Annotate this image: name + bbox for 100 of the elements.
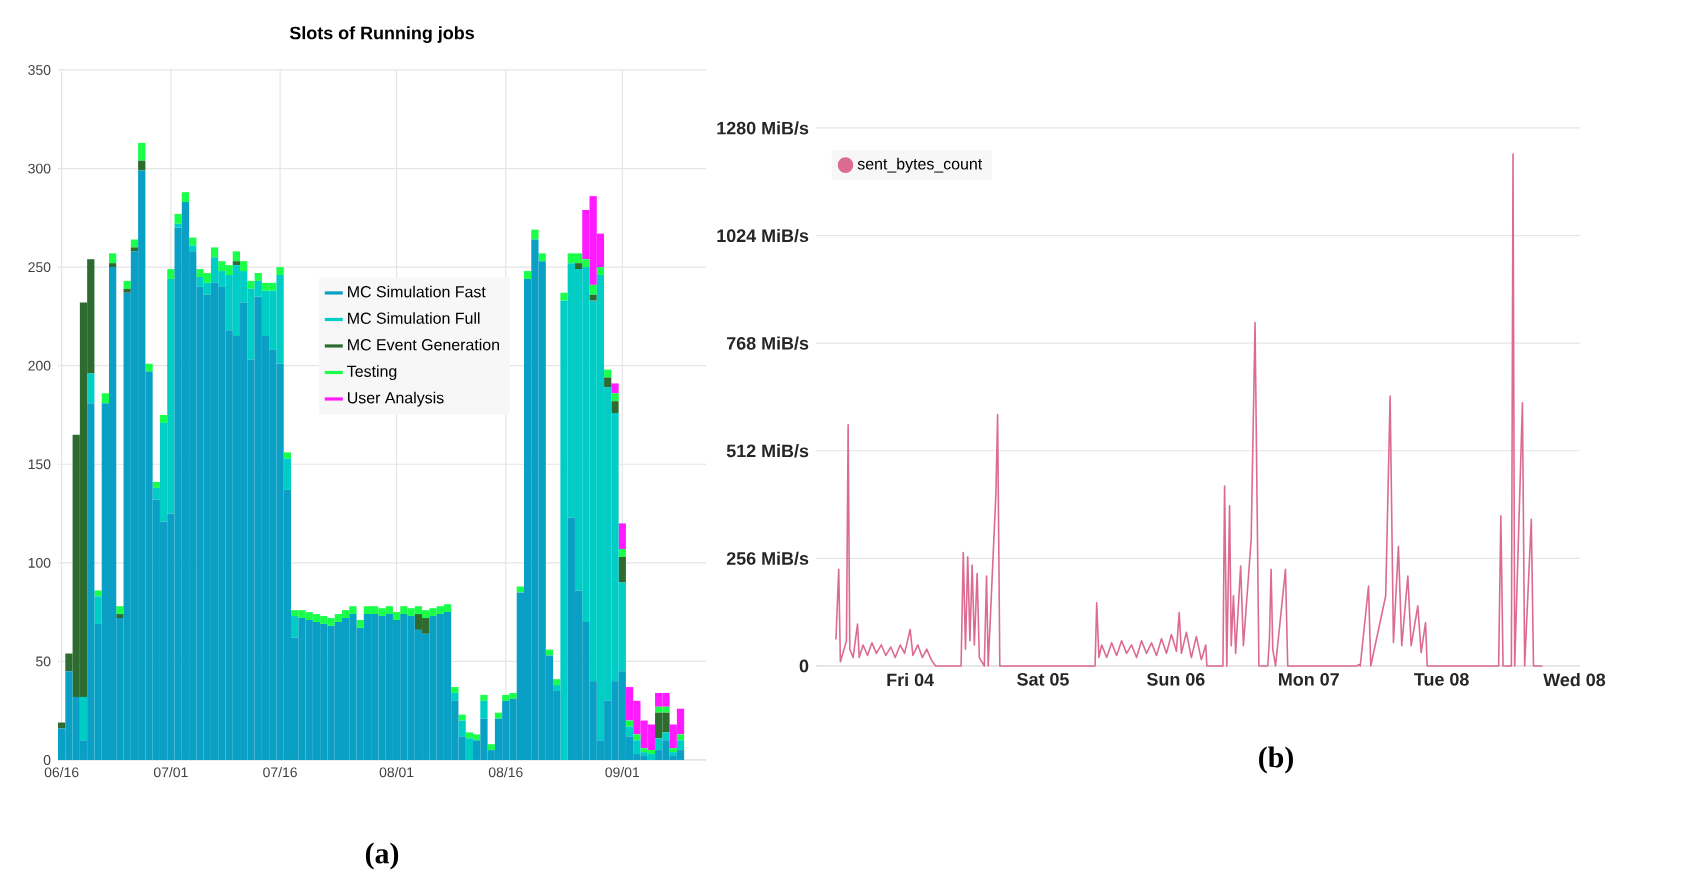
bar — [254, 273, 262, 281]
bar — [291, 610, 299, 617]
bar — [567, 253, 575, 264]
bar — [451, 692, 459, 701]
bar — [79, 696, 88, 741]
bar — [480, 718, 488, 760]
bar — [516, 586, 524, 593]
chart-title: Slots of Running jobs — [289, 26, 474, 43]
bar — [210, 247, 219, 258]
bar — [240, 261, 248, 272]
bar — [647, 724, 656, 751]
x-tick-label: Tue 08 — [1414, 673, 1469, 686]
bar — [662, 712, 670, 733]
x-tick-label: Fri 04 — [887, 673, 934, 687]
bar — [320, 616, 328, 624]
bar — [298, 618, 306, 760]
bar — [261, 282, 270, 291]
bar — [443, 604, 452, 613]
text: (b) — [1259, 746, 1293, 774]
bar — [312, 614, 321, 622]
bar — [87, 403, 95, 760]
bar — [349, 614, 357, 760]
bar — [327, 618, 335, 626]
bar — [108, 267, 117, 760]
bar — [458, 720, 466, 737]
bar — [443, 612, 452, 760]
bar — [334, 614, 342, 622]
bar — [291, 616, 299, 638]
bar — [196, 269, 204, 277]
bar — [538, 253, 546, 262]
bar — [138, 142, 146, 161]
bar — [429, 608, 437, 617]
bar — [662, 692, 670, 707]
bar — [210, 282, 219, 760]
bar — [203, 282, 211, 295]
bar — [65, 671, 73, 760]
bar — [502, 694, 510, 701]
bar — [305, 620, 313, 760]
bar — [647, 754, 656, 760]
bar — [298, 610, 306, 619]
bar — [363, 606, 372, 615]
y-tick-label: 1024 MiB/s — [717, 228, 809, 243]
bar — [240, 302, 248, 760]
bar — [218, 261, 226, 272]
bar — [247, 280, 255, 289]
bar — [371, 614, 379, 760]
bar — [327, 625, 335, 760]
bar — [655, 738, 663, 751]
bar — [604, 369, 612, 378]
bar — [589, 196, 597, 285]
bar — [196, 276, 204, 287]
bar — [283, 458, 291, 490]
bar — [655, 706, 663, 713]
bar — [582, 259, 590, 268]
bar — [618, 523, 626, 550]
bar — [509, 692, 517, 699]
bar — [254, 296, 262, 760]
bar — [611, 401, 619, 413]
bar — [349, 606, 357, 615]
bar — [531, 239, 539, 760]
bar — [356, 620, 364, 628]
bar — [662, 740, 670, 760]
x-tick-label: Wed 08 — [1543, 673, 1606, 687]
bar — [480, 700, 488, 719]
bar — [611, 393, 619, 402]
x-tick-label: Sun 06 — [1147, 673, 1205, 686]
bar — [487, 744, 495, 751]
bar — [451, 687, 459, 693]
bar — [567, 517, 575, 760]
bar — [465, 738, 474, 760]
bar — [167, 269, 175, 279]
bar — [94, 590, 102, 597]
bar — [618, 671, 626, 760]
bar — [371, 606, 379, 615]
bar — [269, 282, 277, 291]
bar — [429, 616, 437, 760]
bar — [574, 253, 583, 264]
bar — [473, 734, 481, 741]
bar — [159, 414, 168, 423]
y-tick-label: 768 MiB/s — [727, 336, 809, 350]
y-tick-label: 512 MiB/s — [726, 444, 809, 458]
bar — [145, 363, 153, 372]
bar — [181, 192, 190, 203]
bar — [181, 202, 190, 760]
bar — [276, 275, 284, 364]
bar — [320, 623, 328, 760]
bar — [138, 170, 146, 760]
y-tick-label: 0 — [799, 659, 809, 673]
bar — [523, 271, 532, 279]
bar — [560, 292, 568, 301]
bar — [94, 596, 102, 624]
bar — [414, 606, 423, 615]
bar — [676, 740, 685, 751]
bar — [531, 229, 539, 240]
bar — [655, 712, 663, 739]
bar — [422, 618, 430, 634]
bar — [662, 706, 670, 713]
bar — [633, 740, 641, 755]
bar — [341, 618, 350, 760]
bar — [596, 275, 605, 741]
